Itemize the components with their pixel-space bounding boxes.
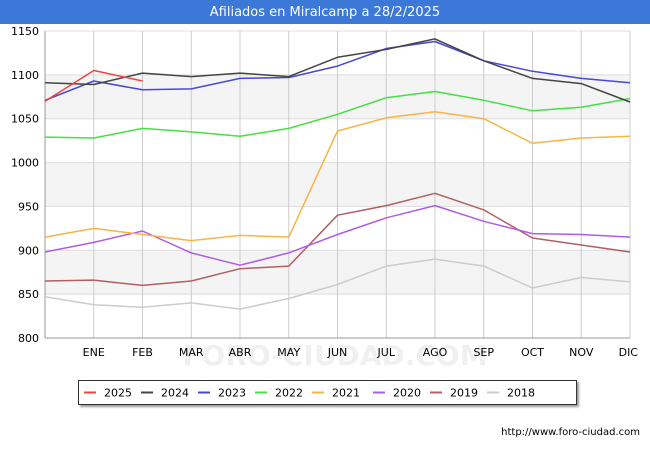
x-tick-label: JUL xyxy=(377,346,396,359)
x-tick-label: OCT xyxy=(521,346,544,359)
y-tick-label: 1050 xyxy=(11,113,39,126)
chart-title: Afiliados en Miralcamp a 28/2/2025 xyxy=(0,0,650,24)
legend-label-2025: 2025 xyxy=(104,387,132,400)
series-line-2019 xyxy=(44,192,631,287)
y-tick-label: 900 xyxy=(18,244,39,257)
legend-label-2024: 2024 xyxy=(161,387,189,400)
x-tick-label: ENE xyxy=(83,346,105,359)
x-tick-label: NOV xyxy=(569,346,594,359)
x-tick-label: JUN xyxy=(327,346,348,359)
y-tick-label: 1150 xyxy=(11,25,39,38)
x-tick-label: ABR xyxy=(229,346,252,359)
x-tick-label: DIC xyxy=(619,346,639,359)
y-tick-label: 1000 xyxy=(11,157,39,170)
y-tick-label: 950 xyxy=(18,200,39,213)
legend-label-2018: 2018 xyxy=(507,387,535,400)
y-tick-label: 1100 xyxy=(11,69,39,82)
legend-label-2022: 2022 xyxy=(275,387,303,400)
watermark: FORO-CIUDAD.COM xyxy=(182,339,487,372)
legend: 2025 2024 2023 2022 2021 2020 2019 2018 xyxy=(78,380,577,405)
x-tick-label: SEP xyxy=(473,346,494,359)
legend-label-2020: 2020 xyxy=(393,387,421,400)
series-line-2024 xyxy=(44,38,631,103)
series-line-2020 xyxy=(44,204,631,266)
x-tick-label: MAY xyxy=(277,346,300,359)
series-lines xyxy=(44,38,631,310)
source-url: http://www.foro-ciudad.com xyxy=(501,427,640,438)
x-tick-label: AGO xyxy=(423,346,448,359)
legend-label-2019: 2019 xyxy=(450,387,478,400)
legend-label-2021: 2021 xyxy=(332,387,360,400)
series-line-2023 xyxy=(44,40,631,101)
x-tick-label: MAR xyxy=(179,346,204,359)
series-line-2021 xyxy=(44,110,631,242)
y-tick-label: 850 xyxy=(18,288,39,301)
series-line-2022 xyxy=(44,90,631,139)
y-tick-label: 800 xyxy=(18,332,39,345)
legend-label-2023: 2023 xyxy=(218,387,246,400)
axes: 800 850 900 950 1000 1050 1100 1150 ENE FEB MAR ABR… xyxy=(11,25,638,359)
series-line-2018 xyxy=(44,258,631,310)
x-tick-label: FEB xyxy=(132,346,153,359)
series-line-2025 xyxy=(44,69,143,102)
